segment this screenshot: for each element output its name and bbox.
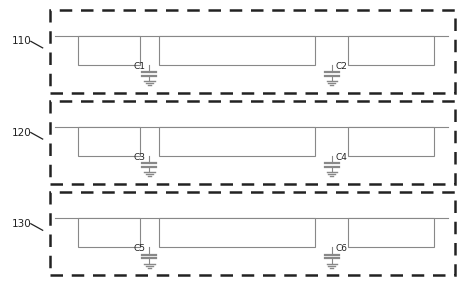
Bar (159, 36, 315, 65)
Text: C4: C4 (336, 153, 347, 162)
Text: C3: C3 (134, 153, 146, 162)
Text: C2: C2 (336, 62, 347, 71)
Bar (348, 218, 434, 247)
Bar (50, 192, 455, 275)
Text: 130: 130 (12, 219, 32, 229)
Text: C6: C6 (336, 244, 347, 253)
Bar (78, 127, 140, 156)
Bar (50, 101, 455, 184)
Bar (78, 218, 140, 247)
Bar (50, 10, 455, 93)
Bar (78, 36, 140, 65)
Text: C5: C5 (134, 244, 146, 253)
Text: 120: 120 (12, 127, 32, 138)
Bar (159, 218, 315, 247)
Bar (348, 36, 434, 65)
Text: 110: 110 (12, 36, 32, 46)
Bar (348, 127, 434, 156)
Text: C1: C1 (134, 62, 146, 71)
Bar (159, 127, 315, 156)
